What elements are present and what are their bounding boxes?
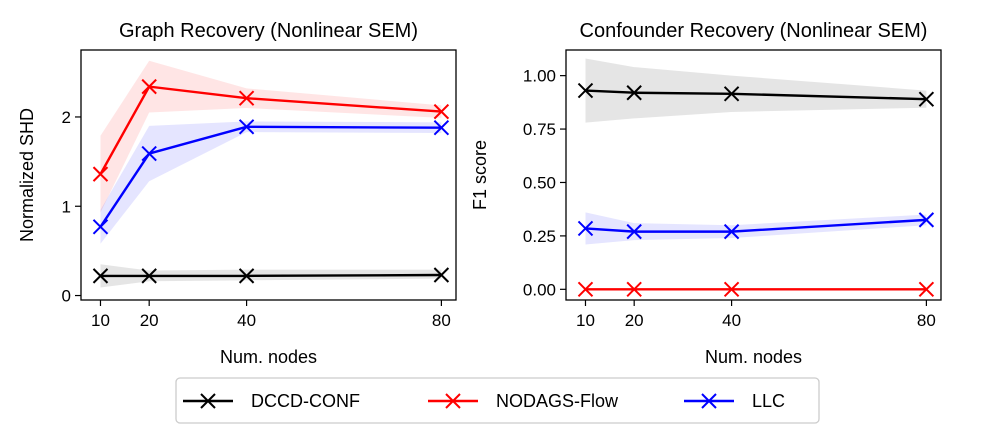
graph-recovery-nodags-flow-line: [99, 85, 442, 175]
confounder-recovery-nodags-flow-point: [577, 281, 594, 298]
confounder-recovery-dccd-conf-point: [577, 82, 594, 99]
confounder-recovery-dccd-conf-band: [585, 58, 927, 123]
graph-recovery-ytick-label: 0: [62, 287, 71, 306]
confounder-recovery-xlabel: Num. nodes: [705, 347, 802, 367]
graph-recovery-dccd-conf-point: [92, 268, 109, 284]
legend-frame: [175, 377, 820, 424]
graph-recovery-nodags-flow-point: [92, 166, 109, 182]
graph-recovery-dccd-conf-point: [141, 268, 157, 284]
confounder-recovery-llc-point: [918, 212, 935, 228]
legend-dccd-conf-label: DCCD-CONF: [251, 391, 360, 411]
graph-recovery-xtick-label: 20: [140, 311, 159, 330]
confounder-recovery-dccd-conf-point: [918, 91, 935, 107]
graph-recovery-llc-point: [141, 145, 157, 162]
legend-dccd-conf-marker: [200, 393, 216, 409]
confounder-recovery-ylabel: F1 score: [470, 140, 490, 210]
graph-recovery-nodags-flow-point: [433, 103, 450, 120]
graph-recovery-dccd-conf-line: [100, 273, 442, 278]
confounder-recovery-xtick-label: 20: [625, 311, 644, 330]
graph-recovery-nodags-flow-band: [100, 60, 442, 213]
confounder-recovery-ytick-label: 1.00: [523, 67, 556, 86]
legend-llc-marker: [701, 393, 717, 409]
confounder-recovery-llc-line: [585, 218, 927, 233]
confounder-recovery-ytick-label: 0.50: [523, 173, 556, 192]
graph-recovery-llc-band: [100, 121, 442, 244]
graph-recovery-llc-line: [99, 125, 442, 228]
confounder-recovery-title: Confounder Recovery (Nonlinear SEM): [580, 20, 928, 42]
graph-recovery-dccd-conf-point: [238, 268, 255, 284]
confounder-recovery-ytick-label: 0.00: [523, 280, 556, 299]
confounder-recovery-xtick-label: 10: [576, 311, 595, 330]
graph-recovery-llc-point: [238, 119, 255, 135]
graph-recovery-xtick-label: 10: [91, 311, 110, 330]
graph-recovery-ytick-label: 2: [62, 108, 71, 127]
legend: DCCD-CONF NODAGS-Flow LLC: [175, 377, 820, 424]
graph-recovery-ytick-label: 1: [62, 197, 71, 216]
confounder-recovery-dccd-conf-point: [723, 86, 740, 102]
graph-recovery-nodags-flow-point: [141, 78, 157, 95]
legend-nodags-flow-marker: [445, 393, 461, 409]
graph-recovery-dccd-conf-point: [433, 267, 450, 283]
confounder-recovery-llc-point: [626, 223, 642, 240]
confounder-recovery-llc-point: [723, 223, 740, 240]
confounder-recovery-llc-band: [585, 212, 927, 245]
confounder-recovery-dccd-conf-line: [585, 89, 927, 101]
graph-recovery-llc-point: [92, 219, 109, 235]
confounder-recovery-xtick-label: 80: [917, 311, 936, 330]
confounder-recovery-nodags-flow-point: [918, 281, 935, 298]
graph-recovery-nodags-flow-point: [238, 90, 255, 106]
graph-recovery-title: Graph Recovery (Nonlinear SEM): [119, 20, 418, 42]
confounder-recovery-ytick-label: 0.75: [523, 120, 556, 139]
confounder-recovery-llc-point: [577, 220, 594, 237]
confounder-recovery-nodags-flow-point: [723, 281, 740, 298]
graph-recovery-axes-frame: [80, 49, 457, 301]
confounder-recovery-ytick-label: 0.25: [523, 227, 556, 246]
confounder-recovery-panel: Confounder Recovery (Nonlinear SEM) Num.…: [470, 20, 942, 367]
legend-nodags-flow-label: NODAGS-Flow: [496, 391, 619, 411]
confounder-recovery-xtick-label: 40: [722, 311, 741, 330]
graph-recovery-xtick-label: 80: [432, 311, 451, 330]
graph-recovery-panel: Graph Recovery (Nonlinear SEM) Num. node…: [17, 20, 457, 367]
graph-recovery-ylabel: Normalized SHD: [17, 108, 37, 242]
confounder-recovery-nodags-flow-point: [626, 281, 642, 298]
confounder-recovery-axes-frame: [565, 49, 942, 301]
confounder-recovery-dccd-conf-point: [626, 85, 642, 101]
legend-llc-label: LLC: [752, 391, 785, 411]
graph-recovery-llc-point: [433, 119, 450, 136]
graph-recovery-xtick-label: 40: [237, 311, 256, 330]
graph-recovery-xlabel: Num. nodes: [220, 347, 317, 367]
